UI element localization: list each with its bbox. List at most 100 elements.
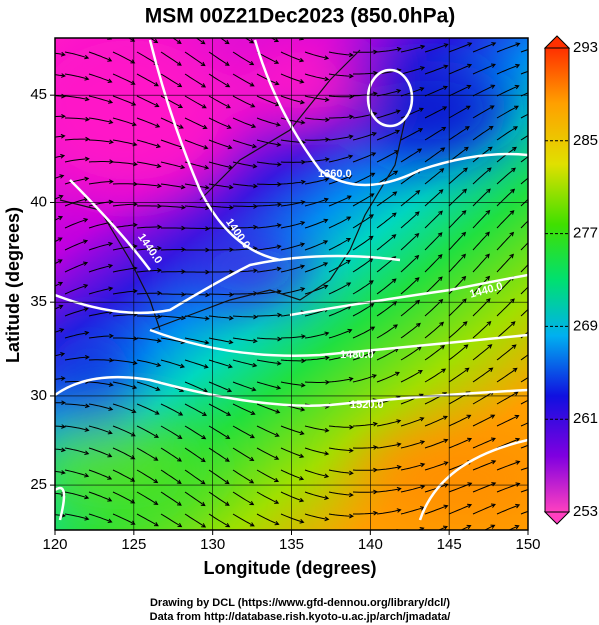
streamline bbox=[64, 261, 89, 273]
streamline bbox=[521, 22, 544, 30]
contour-line bbox=[55, 486, 66, 521]
streamline bbox=[448, 63, 473, 75]
streamline bbox=[112, 51, 136, 64]
streamline bbox=[257, 536, 279, 546]
x-tick-label: 130 bbox=[200, 536, 225, 553]
streamline bbox=[497, 21, 519, 30]
streamline bbox=[64, 425, 90, 432]
streamline bbox=[64, 491, 90, 500]
streamline bbox=[400, 277, 420, 295]
streamline bbox=[424, 232, 443, 251]
streamline bbox=[184, 139, 209, 150]
streamline bbox=[88, 286, 114, 295]
streamline bbox=[232, 337, 258, 344]
streamline bbox=[324, 38, 325, 39]
coastline bbox=[59, 199, 161, 331]
chart-title: MSM 00Z21Dec2023 (850.0hPa) bbox=[145, 5, 456, 28]
streamline bbox=[400, 462, 426, 471]
streamline bbox=[280, 179, 306, 185]
streamline bbox=[328, 376, 354, 383]
streamline bbox=[304, 117, 330, 123]
streamline bbox=[161, 292, 187, 297]
streamline bbox=[496, 414, 520, 427]
streamline bbox=[256, 513, 280, 526]
streamline bbox=[328, 424, 354, 430]
contour-line bbox=[253, 39, 528, 187]
streamline bbox=[256, 381, 282, 390]
streamline bbox=[256, 182, 283, 187]
streamline bbox=[219, 38, 230, 45]
streamline bbox=[496, 167, 516, 185]
streamline bbox=[160, 161, 186, 170]
streamline bbox=[304, 137, 331, 143]
streamline bbox=[280, 469, 305, 481]
streamline bbox=[160, 447, 182, 462]
streamline bbox=[496, 210, 515, 229]
streamline bbox=[256, 336, 283, 342]
y-axis-label: Latitude (degrees) bbox=[3, 207, 23, 363]
streamline bbox=[376, 324, 398, 339]
streamline bbox=[328, 73, 354, 79]
streamline bbox=[448, 42, 473, 53]
streamline bbox=[328, 513, 354, 519]
contour-line bbox=[55, 375, 528, 407]
streamline bbox=[376, 212, 397, 229]
blob bbox=[240, 38, 360, 130]
streamline bbox=[232, 139, 258, 149]
contour-line bbox=[69, 179, 151, 271]
streamline bbox=[232, 359, 258, 368]
streamline bbox=[55, 73, 66, 78]
streamline bbox=[88, 241, 114, 251]
streamline bbox=[448, 275, 467, 295]
streamline bbox=[400, 232, 420, 251]
streamline bbox=[328, 51, 354, 58]
streamline bbox=[472, 84, 496, 97]
streamline bbox=[424, 147, 446, 163]
streamline bbox=[208, 51, 230, 66]
streamline bbox=[424, 106, 448, 119]
contour-line bbox=[366, 68, 414, 128]
streamline bbox=[208, 315, 234, 321]
x-tick-label: 120 bbox=[42, 536, 67, 553]
streamline bbox=[472, 367, 494, 383]
streamline bbox=[184, 117, 208, 130]
streamline bbox=[520, 70, 528, 75]
streamline bbox=[112, 469, 136, 482]
streamline bbox=[352, 445, 379, 450]
streamline bbox=[88, 469, 113, 480]
streamline bbox=[472, 209, 491, 229]
x-tick-label: 140 bbox=[358, 536, 383, 553]
colorbar-tick-label: 269 bbox=[573, 317, 598, 334]
streamline bbox=[160, 51, 182, 66]
streamline bbox=[64, 218, 89, 229]
streamline bbox=[448, 253, 466, 273]
colorbar-tick-label: 277 bbox=[573, 225, 598, 242]
streamline bbox=[64, 156, 90, 163]
streamline bbox=[424, 415, 448, 427]
streamline bbox=[472, 105, 495, 119]
streamline bbox=[64, 51, 90, 60]
streamline bbox=[55, 51, 66, 57]
streamline bbox=[232, 491, 255, 506]
axes: 120 125 130 135 140 145 150 25 30 35 40 45 bbox=[30, 86, 540, 553]
streamline bbox=[520, 156, 528, 163]
streamline bbox=[472, 298, 491, 317]
streamline bbox=[376, 129, 401, 141]
streamline bbox=[448, 84, 472, 97]
streamline bbox=[376, 371, 400, 383]
streamline bbox=[400, 254, 420, 273]
contour-label: 1520.0 bbox=[350, 399, 384, 411]
streamline bbox=[136, 73, 159, 87]
streamline bbox=[400, 369, 423, 383]
streamline bbox=[208, 73, 231, 88]
streamline bbox=[400, 190, 421, 207]
streamline bbox=[65, 536, 89, 541]
streamline bbox=[280, 358, 307, 364]
streamline bbox=[160, 469, 182, 484]
streamline bbox=[376, 109, 401, 119]
streamline bbox=[280, 381, 306, 388]
streamline bbox=[400, 148, 423, 163]
streamline bbox=[65, 116, 90, 122]
contour-label: 1480.0 bbox=[340, 349, 374, 361]
streamline bbox=[136, 117, 161, 128]
